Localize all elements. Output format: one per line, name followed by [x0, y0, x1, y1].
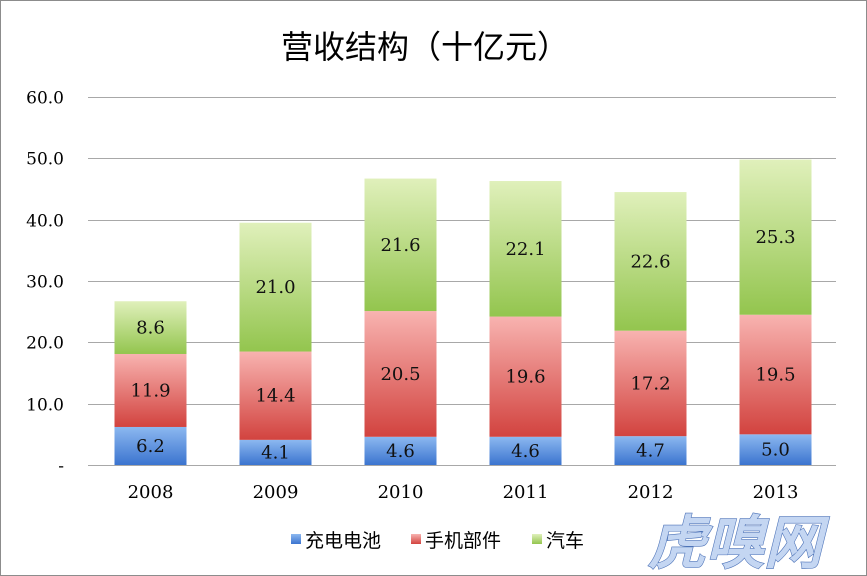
bar-segment-2009-series-0	[239, 439, 312, 465]
data-label-2013-series-1: 19.5	[755, 365, 795, 386]
bar-segment-2011-series-2	[489, 181, 562, 317]
y-tick-label: 10.0	[26, 396, 64, 416]
data-label-2013-series-2: 25.3	[755, 227, 795, 248]
data-label-2012-series-0: 4.7	[636, 441, 665, 462]
bar-segment-2008-series-1	[114, 353, 187, 427]
y-tick-label: 60.0	[26, 89, 64, 109]
data-labels: 6.2 11.9 8.6 4.1 14.4 21.0 4.6 20.5 21.6 4.6 19.6 2…	[130, 227, 795, 463]
bar-segment-2008-series-2	[114, 301, 187, 354]
bar-segment-2008-series-0	[114, 426, 187, 465]
x-tick-label: 2011	[503, 482, 549, 503]
legend-item-series-2: 汽车	[532, 530, 584, 552]
bar-segment-2009-series-2	[239, 222, 312, 352]
y-tick-label: 20.0	[26, 334, 64, 354]
gridlines	[88, 97, 836, 466]
data-label-2010-series-0: 4.6	[386, 441, 415, 462]
data-label-2012-series-1: 17.2	[630, 373, 670, 394]
data-label-2011-series-2: 22.1	[505, 239, 545, 260]
bar-segment-2013-series-1	[739, 314, 812, 435]
data-label-2010-series-2: 21.6	[380, 235, 420, 256]
bar-segment-2010-series-2	[364, 178, 437, 312]
bar-segment-2010-series-1	[364, 311, 437, 437]
y-tick-label: 50.0	[26, 150, 64, 170]
y-tick-label: 40.0	[26, 212, 64, 232]
x-tick-label: 2013	[753, 482, 799, 503]
data-label-2008-series-0: 6.2	[136, 436, 165, 457]
legend-label: 汽车	[546, 530, 584, 552]
bar-segment-2012-series-1	[614, 330, 687, 437]
bar-segment-2013-series-0	[739, 434, 812, 465]
legend-swatch	[532, 534, 542, 544]
legend: 充电电池 手机部件 汽车	[291, 530, 584, 552]
x-tick-label: 2012	[628, 482, 674, 503]
legend-item-series-1: 手机部件	[411, 530, 501, 552]
legend-swatch	[411, 534, 421, 544]
bar-segment-2012-series-2	[614, 192, 687, 331]
x-tick-label: 2009	[253, 482, 299, 503]
y-axis-tick-labels: - 10.0 20.0 30.0 40.0 50.0 60.0	[26, 89, 64, 477]
bar-segment-2009-series-1	[239, 351, 312, 440]
data-label-2008-series-1: 11.9	[130, 380, 170, 401]
bar-segments	[114, 159, 812, 465]
data-label-2010-series-1: 20.5	[380, 364, 420, 385]
data-label-2011-series-1: 19.6	[505, 367, 545, 388]
data-label-2012-series-2: 22.6	[630, 251, 670, 272]
data-label-2011-series-0: 4.6	[511, 441, 540, 462]
data-label-2013-series-0: 5.0	[761, 440, 790, 461]
legend-label: 充电电池	[305, 530, 381, 552]
y-tick-label: 30.0	[26, 273, 64, 293]
x-tick-label: 2008	[128, 482, 174, 503]
y-tick-label: -	[58, 457, 64, 477]
bar-segment-2011-series-1	[489, 316, 562, 437]
legend-label: 手机部件	[425, 530, 501, 552]
x-axis-tick-labels: 2008 2009 2010 2011 2012 2013	[128, 482, 799, 503]
legend-swatch	[291, 534, 301, 544]
data-label-2009-series-0: 4.1	[261, 442, 290, 463]
x-tick-label: 2010	[378, 482, 424, 503]
data-label-2008-series-2: 8.6	[136, 318, 165, 339]
chart-title: 营收结构（十亿元）	[281, 28, 569, 66]
data-label-2009-series-1: 14.4	[255, 386, 295, 407]
watermark-logo: 虎嗅网	[648, 509, 830, 576]
bar-segment-2010-series-0	[364, 436, 437, 465]
bar-segment-2012-series-0	[614, 436, 687, 465]
data-label-2009-series-2: 21.0	[255, 277, 295, 298]
legend-item-series-0: 充电电池	[291, 530, 381, 552]
bar-segment-2011-series-0	[489, 436, 562, 465]
bar-segment-2013-series-2	[739, 159, 812, 315]
